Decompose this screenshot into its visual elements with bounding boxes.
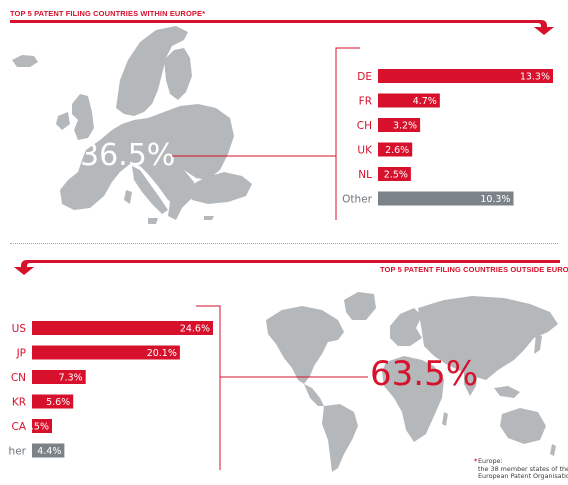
- bar-value-label: 24.6%: [180, 324, 210, 335]
- bar-category-label: JP: [16, 348, 26, 360]
- bar-value-label: 4.4%: [37, 446, 61, 457]
- bar-value-label: 7.3%: [59, 373, 83, 384]
- bar-value-label: 5.6%: [46, 397, 70, 408]
- outside-bar-chart: US24.6%JP20.1%CN7.3%KR5.6%CA1.5%Other4.4…: [8, 318, 223, 468]
- footnote-line-3: European Patent Organisation: [478, 473, 566, 481]
- bar-category-label: Other: [8, 446, 27, 458]
- bar-category-label: KR: [12, 397, 26, 409]
- bar-value-label: 20.1%: [147, 348, 177, 359]
- footnote: * Europe: the 38 member states of the Eu…: [478, 458, 566, 481]
- bar-category-label: US: [12, 323, 27, 335]
- footnote-marker: *: [474, 458, 477, 466]
- bar-category-label: CN: [11, 372, 26, 384]
- bar-value-label: 1.5%: [25, 422, 49, 433]
